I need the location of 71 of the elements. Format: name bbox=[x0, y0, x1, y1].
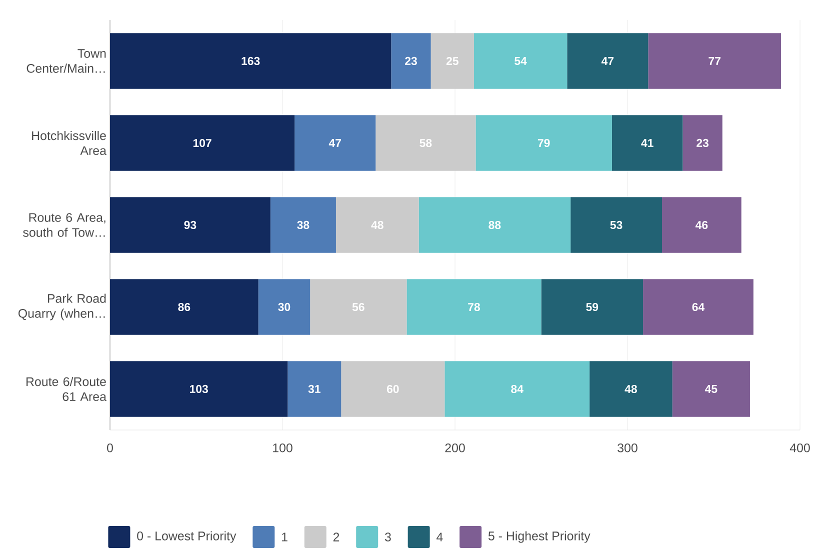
data-label: 93 bbox=[184, 220, 196, 230]
bar bbox=[270, 197, 336, 253]
bar bbox=[110, 33, 392, 89]
data-label: 84 bbox=[511, 384, 524, 394]
bar bbox=[643, 279, 754, 335]
bar bbox=[541, 279, 644, 335]
data-label: 107 bbox=[193, 138, 212, 148]
data-label: 54 bbox=[514, 57, 527, 65]
bar bbox=[336, 197, 419, 253]
bar bbox=[110, 115, 295, 171]
bar bbox=[474, 33, 568, 89]
y-tick-label: Route 6/Route 61 Area bbox=[26, 376, 106, 402]
bar bbox=[570, 197, 662, 253]
data-label: 79 bbox=[538, 138, 550, 148]
bar bbox=[288, 361, 342, 417]
data-label: 78 bbox=[468, 302, 480, 312]
bar bbox=[406, 279, 542, 335]
bar bbox=[430, 33, 474, 89]
legend-label: 3 bbox=[384, 532, 391, 542]
bar bbox=[310, 279, 407, 335]
data-label: 31 bbox=[308, 384, 320, 394]
data-label: 45 bbox=[704, 385, 718, 393]
y-tick-label: Park Road Quarry (when… bbox=[18, 294, 106, 320]
bar bbox=[662, 197, 742, 253]
bar bbox=[110, 197, 270, 253]
legend-label: 5 - Highest Priority bbox=[488, 531, 590, 543]
data-label: 64 bbox=[692, 302, 705, 312]
data-label: 163 bbox=[242, 56, 260, 66]
data-label: 88 bbox=[488, 220, 501, 230]
bar bbox=[110, 361, 288, 417]
data-label: 38 bbox=[297, 220, 310, 230]
data-label: 23 bbox=[405, 56, 417, 66]
bar bbox=[612, 115, 683, 171]
data-label: 30 bbox=[278, 302, 290, 312]
data-label: 103 bbox=[190, 384, 208, 394]
x-tick-label: 300 bbox=[618, 443, 638, 452]
data-label: 86 bbox=[178, 302, 190, 312]
data-label: 41 bbox=[641, 139, 654, 147]
legend-label: 4 bbox=[436, 532, 443, 542]
bar bbox=[418, 197, 571, 253]
legend-label: 2 bbox=[333, 532, 340, 542]
y-tick-label: Hotchkissville Area bbox=[32, 130, 106, 156]
data-label: 47 bbox=[328, 139, 341, 147]
bar bbox=[682, 115, 722, 171]
y-tick-label: Town Center/Main… bbox=[26, 49, 106, 73]
data-label: 59 bbox=[586, 302, 598, 312]
data-label: 53 bbox=[610, 220, 622, 230]
x-tick-label: 400 bbox=[790, 443, 810, 452]
bar bbox=[391, 33, 431, 89]
bar bbox=[294, 115, 376, 171]
data-label: 48 bbox=[624, 384, 637, 394]
x-tick-label: 0 bbox=[107, 443, 113, 452]
data-label: 77 bbox=[708, 57, 720, 65]
bar bbox=[258, 279, 310, 335]
x-tick-label: 100 bbox=[273, 443, 292, 452]
bar bbox=[444, 361, 590, 417]
bar bbox=[341, 361, 445, 417]
bar bbox=[110, 279, 258, 335]
bar bbox=[376, 115, 476, 171]
bar bbox=[476, 115, 612, 171]
x-tick-label: 200 bbox=[445, 443, 465, 452]
legend-label: 1 bbox=[282, 532, 288, 542]
y-tick-label: Route 6 Area, south of Tow… bbox=[23, 213, 106, 237]
bar bbox=[590, 361, 672, 417]
bar bbox=[648, 33, 782, 89]
data-label: 23 bbox=[696, 138, 708, 148]
data-label: 46 bbox=[695, 220, 708, 230]
data-label: 47 bbox=[601, 57, 614, 65]
bar bbox=[672, 361, 750, 417]
legend-label: 0 - Lowest Priority bbox=[137, 531, 236, 543]
bar bbox=[567, 33, 648, 89]
